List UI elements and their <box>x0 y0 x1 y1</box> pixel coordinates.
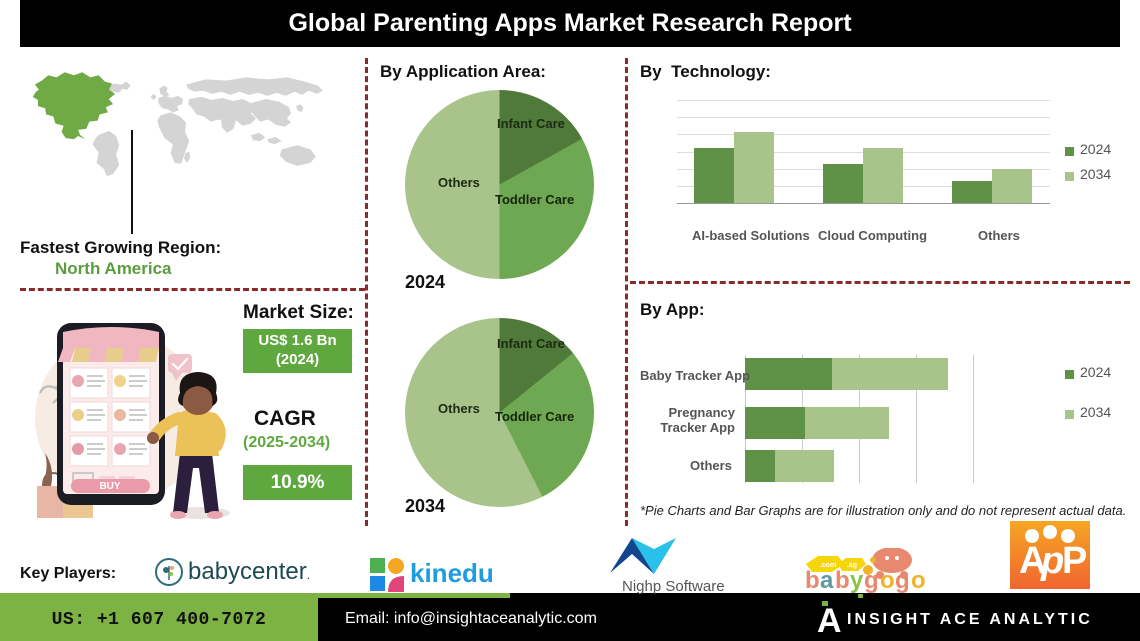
svg-text:a: a <box>820 567 834 593</box>
svg-text:p: p <box>1040 540 1064 582</box>
svg-text:g: g <box>864 567 879 593</box>
svg-text:o: o <box>880 567 895 593</box>
svg-text:BUY: BUY <box>99 481 120 492</box>
svg-text:b: b <box>835 567 850 593</box>
svg-text:o: o <box>911 567 926 593</box>
svg-text:P: P <box>1062 540 1087 582</box>
svg-text:g: g <box>895 567 910 593</box>
svg-text:b: b <box>805 567 820 593</box>
svg-text:y: y <box>850 567 864 593</box>
